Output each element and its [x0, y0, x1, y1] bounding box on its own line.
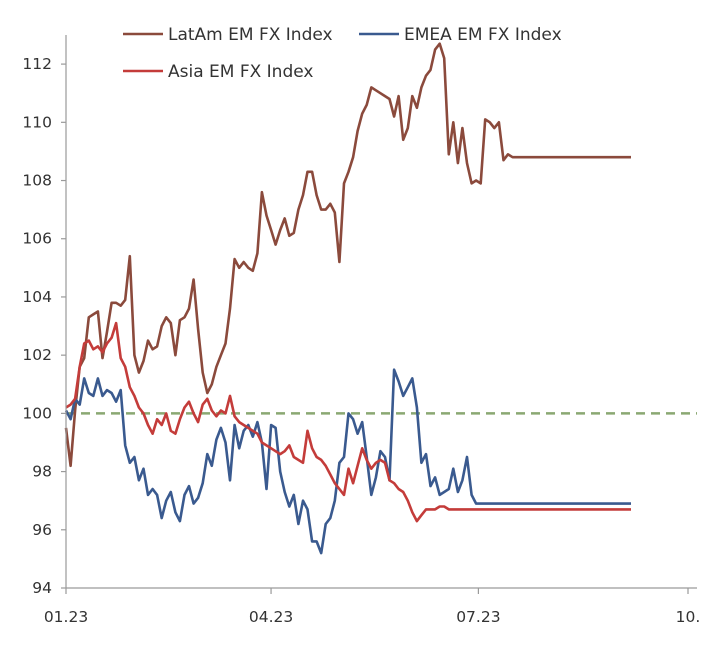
- x-tick-label: 04.23: [249, 608, 293, 626]
- axes: 94 96 98 100 102 104 106 108 110 112 01.23 04.23 07.…: [22, 35, 700, 626]
- x-tick-label: 07.23: [456, 608, 500, 626]
- y-tick-label: 100: [22, 404, 52, 422]
- legend-label-2: Asia EM FX Index: [168, 62, 313, 82]
- legend-label-1: EMEA EM FX Index: [404, 25, 562, 45]
- y-tick-label: 98: [32, 463, 52, 481]
- x-tick-label: 10.: [676, 608, 701, 626]
- series-line-2: [65, 321, 631, 523]
- y-tick-label: 104: [22, 288, 52, 306]
- series-line-0: [64, 42, 631, 468]
- y-tick-label: 108: [22, 172, 52, 190]
- y-tick-label: 102: [22, 346, 52, 364]
- y-tick-label: 110: [22, 113, 52, 131]
- legend: LatAm EM FX Index EMEA EM FX Index Asia EM…: [123, 25, 562, 82]
- legend-label-0: LatAm EM FX Index: [168, 25, 333, 45]
- x-tick-label: 01.23: [44, 608, 88, 626]
- y-tick-label: 94: [32, 579, 52, 597]
- series-line-1: [64, 368, 631, 555]
- y-tick-label: 106: [22, 230, 52, 248]
- plot-area: [64, 42, 697, 555]
- y-tick-label: 112: [22, 55, 52, 73]
- y-tick-label: 96: [32, 521, 52, 539]
